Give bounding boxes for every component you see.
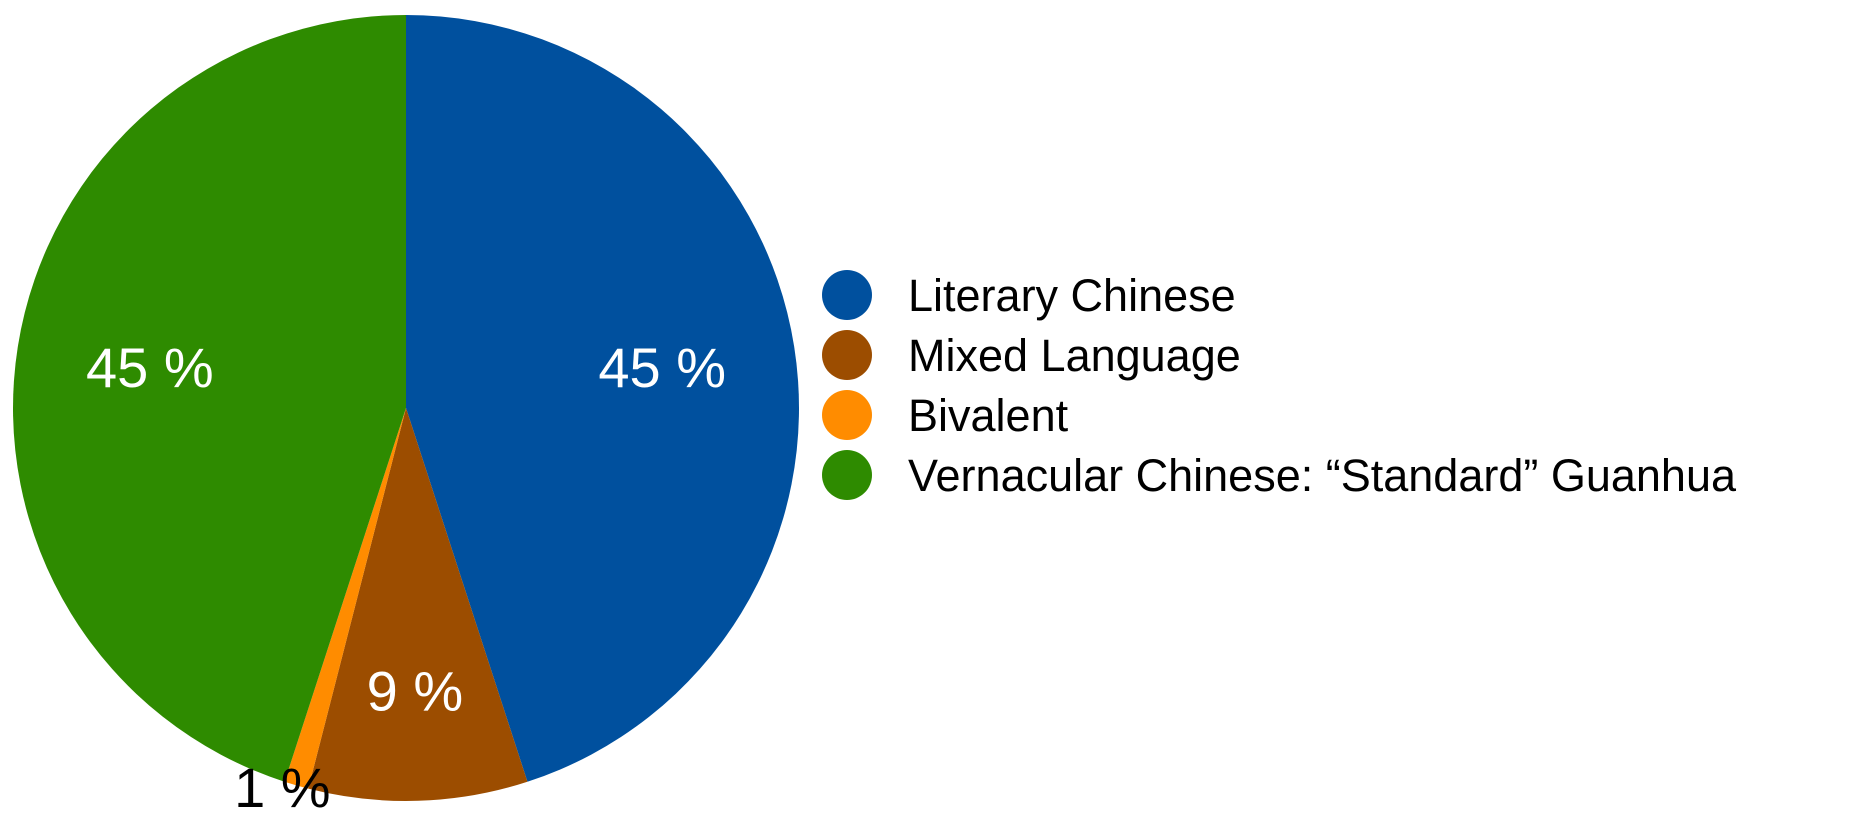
pie-slice-bivalent — [284, 408, 406, 789]
pie-slice-vernacular-chinese-standard-guanhua — [13, 15, 406, 782]
legend-swatch — [822, 390, 872, 440]
pie-slices — [13, 15, 799, 801]
legend-swatch — [822, 330, 872, 380]
legend-swatch — [822, 450, 872, 500]
legend-swatch — [822, 270, 872, 320]
pie-slice-literary-chinese — [406, 15, 799, 782]
pie-data-label: 45 % — [598, 336, 726, 399]
pie-data-label: 1 % — [234, 756, 331, 814]
legend-item: Bivalent — [822, 385, 1736, 445]
legend-label: Mixed Language — [908, 329, 1241, 381]
legend-item: Literary Chinese — [822, 265, 1736, 325]
legend-label: Literary Chinese — [908, 269, 1236, 321]
legend-label: Vernacular Chinese: “Standard” Guanhua — [908, 449, 1737, 501]
chart-legend: Literary Chinese Mixed Language Bivalent Ve… — [822, 265, 1736, 505]
pie-data-label: 9 % — [367, 659, 464, 722]
pie-data-label: 45 % — [86, 336, 214, 399]
legend-label: Bivalent — [908, 389, 1069, 441]
pie-slice-mixed-language — [308, 408, 528, 801]
pie-data-labels: 45 % 9 % 1 % 45 % — [86, 336, 726, 814]
legend-item: Vernacular Chinese: “Standard” Guanhua — [822, 445, 1736, 505]
legend-item: Mixed Language — [822, 325, 1736, 385]
